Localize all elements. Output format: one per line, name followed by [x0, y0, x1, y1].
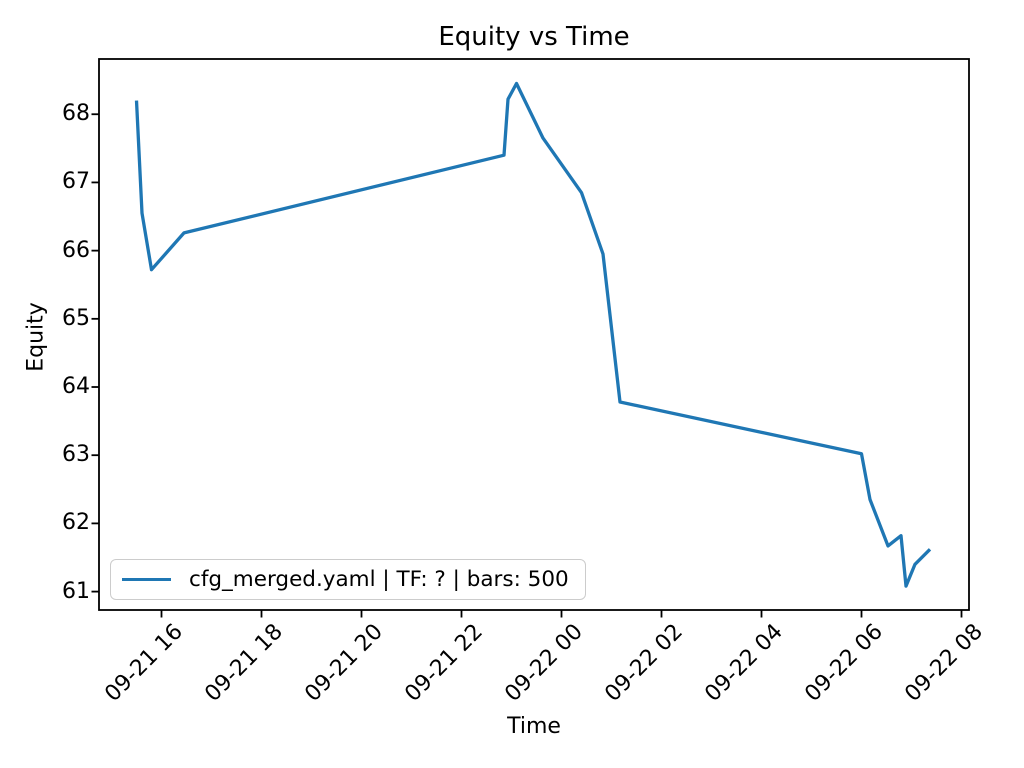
y-tick-label: 67 — [62, 169, 90, 195]
legend-label: cfg_merged.yaml | TF: ? | bars: 500 — [189, 567, 569, 592]
y-tick-label: 62 — [62, 510, 90, 536]
chart-title: Equity vs Time — [438, 22, 630, 52]
y-axis-label: Equity — [23, 302, 49, 372]
y-tick-label: 63 — [62, 442, 90, 468]
legend: cfg_merged.yaml | TF: ? | bars: 500 — [110, 559, 586, 600]
equity-line — [134, 81, 932, 588]
y-tick-label: 66 — [62, 237, 90, 263]
y-tick-label: 68 — [62, 101, 90, 127]
x-axis-label: Time — [507, 714, 561, 739]
y-tick-label: 65 — [62, 305, 90, 331]
legend-line-sample-icon — [122, 577, 171, 582]
plot-spines — [98, 58, 970, 611]
y-tick-label: 61 — [62, 578, 90, 604]
y-tick-label: 64 — [62, 374, 90, 399]
